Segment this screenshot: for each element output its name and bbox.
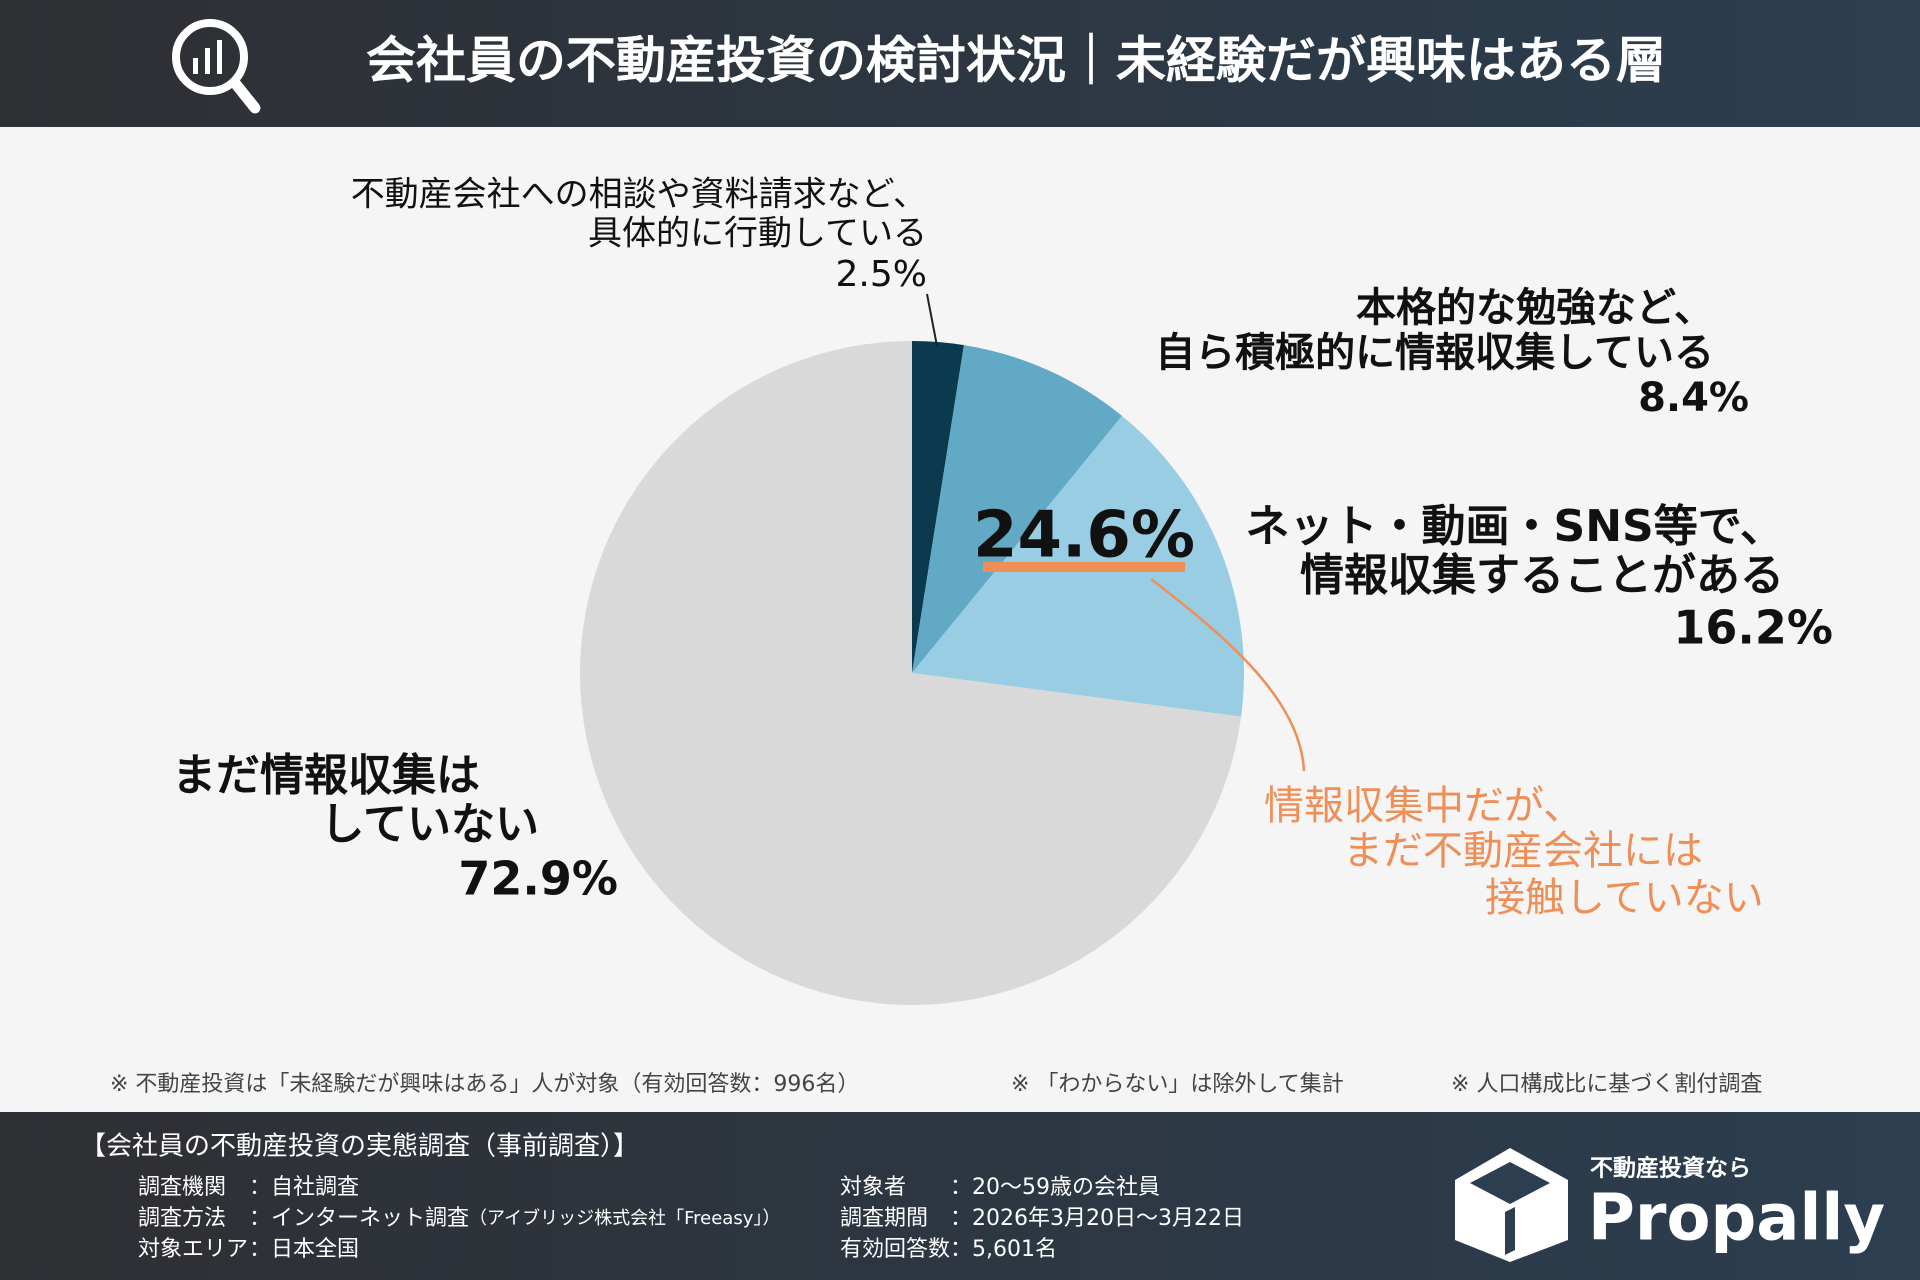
detail-value: ：20〜59歳の会社員	[950, 1175, 1160, 1200]
value-label: 2.5%	[836, 254, 927, 295]
value-label: 8.4%	[1638, 375, 1749, 421]
survey-title: 【会社員の不動産投資の実態調査（事前調査）】	[80, 1132, 639, 1162]
slice-label: 本格的な勉強など、	[1356, 285, 1714, 331]
title: 会社員の不動産投資の検討状況｜未経験だが興味はある層	[366, 32, 1666, 90]
annotation-text: まだ不動産会社には	[1343, 828, 1703, 874]
brand-tagline: 不動産投資なら	[1590, 1155, 1751, 1182]
detail-value: ：インターネット調査	[249, 1206, 469, 1231]
footer-bar	[0, 1112, 1920, 1280]
detail-label: 調査方法	[138, 1206, 226, 1231]
logo-icon	[1455, 1148, 1568, 1262]
slice-label: 自ら積極的に情報収集している	[1155, 330, 1714, 376]
header-bar	[0, 0, 1920, 127]
detail-label: 対象エリア	[138, 1237, 248, 1262]
search-icon	[172, 19, 261, 114]
detail-value: ：自社調査	[249, 1175, 359, 1200]
pie-slice	[912, 341, 964, 673]
slice-label: していない	[320, 799, 539, 850]
slice-label: ネット・動画・SNS等で、	[1246, 501, 1784, 552]
annotation-curve	[1150, 578, 1306, 772]
detail-note: （アイブリッジ株式会社「Freeasy」）	[469, 1207, 780, 1229]
highlight-underline	[983, 562, 1185, 572]
annotation-value: 24.6%	[973, 499, 1195, 573]
value-label: 16.2%	[1673, 601, 1833, 655]
detail-label: 有効回答数	[840, 1237, 950, 1262]
detail-label: 調査期間	[840, 1206, 928, 1231]
detail-label: 対象者	[840, 1175, 906, 1200]
detail-value: ：5,601名	[950, 1237, 1057, 1262]
detail-label: 調査機関	[138, 1175, 226, 1200]
pie-slice	[579, 341, 1242, 1005]
annotation-text: 情報収集中だが、	[1264, 783, 1583, 829]
slice-label: 不動産会社への相談や資料請求など、	[351, 175, 927, 215]
detail-value: ：日本全国	[249, 1237, 359, 1262]
pie-chart	[579, 341, 1244, 1005]
note: ※ 人口構成比に基づく割付調査	[1451, 1072, 1762, 1097]
brand-name: Propally	[1588, 1182, 1885, 1256]
note: ※ 「わからない」は除外して集計	[1011, 1072, 1344, 1097]
value-label: 72.9%	[458, 852, 618, 906]
slice-label: 具体的に行動している	[588, 214, 927, 254]
detail-value: ：2026年3月20日〜3月22日	[950, 1206, 1244, 1231]
leader-line	[926, 293, 938, 347]
note: ※ 不動産投資は「未経験だが興味はある」人が対象（有効回答数：996名）	[110, 1072, 859, 1097]
pie-slice	[912, 345, 1123, 673]
slice-label: 情報収集することがある	[1300, 550, 1784, 601]
slice-label: まだ情報収集は	[172, 750, 480, 801]
annotation-text: 接触していない	[1485, 875, 1764, 921]
